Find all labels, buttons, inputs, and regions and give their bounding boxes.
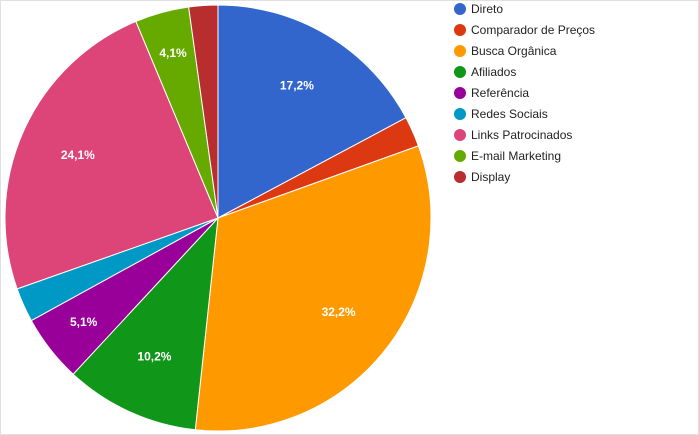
legend-label: Comparador de Preços	[471, 23, 595, 37]
legend-label: Referência	[471, 86, 529, 100]
legend-label: Links Patrocinados	[471, 128, 572, 142]
slice-label: 4,1%	[159, 46, 187, 60]
legend-label: Afiliados	[471, 65, 516, 79]
legend-label: Direto	[471, 2, 503, 16]
pie-slice	[194, 145, 432, 432]
pie-slice	[217, 4, 407, 219]
legend-label: E-mail Marketing	[471, 149, 561, 163]
legend-marker	[454, 150, 466, 162]
slice-label: 10,2%	[137, 350, 171, 364]
slice-label: 32,2%	[322, 305, 356, 319]
legend-marker	[454, 108, 466, 120]
pie-slice	[188, 4, 219, 219]
slice-label: 5,1%	[70, 315, 98, 329]
pie-slice	[72, 216, 219, 431]
legend-marker	[454, 129, 466, 141]
legend-marker	[454, 24, 466, 36]
legend-marker	[454, 3, 466, 15]
legend-label: Busca Orgânica	[471, 44, 557, 58]
legend-label: Display	[471, 170, 510, 184]
slice-label: 17,2%	[280, 79, 314, 93]
legend-marker	[454, 171, 466, 183]
legend-marker	[454, 66, 466, 78]
legend-marker	[454, 87, 466, 99]
legend-marker	[454, 45, 466, 57]
legend-label: Redes Sociais	[471, 107, 548, 121]
pie-slice	[4, 20, 219, 290]
slice-label: 24,1%	[61, 148, 95, 162]
